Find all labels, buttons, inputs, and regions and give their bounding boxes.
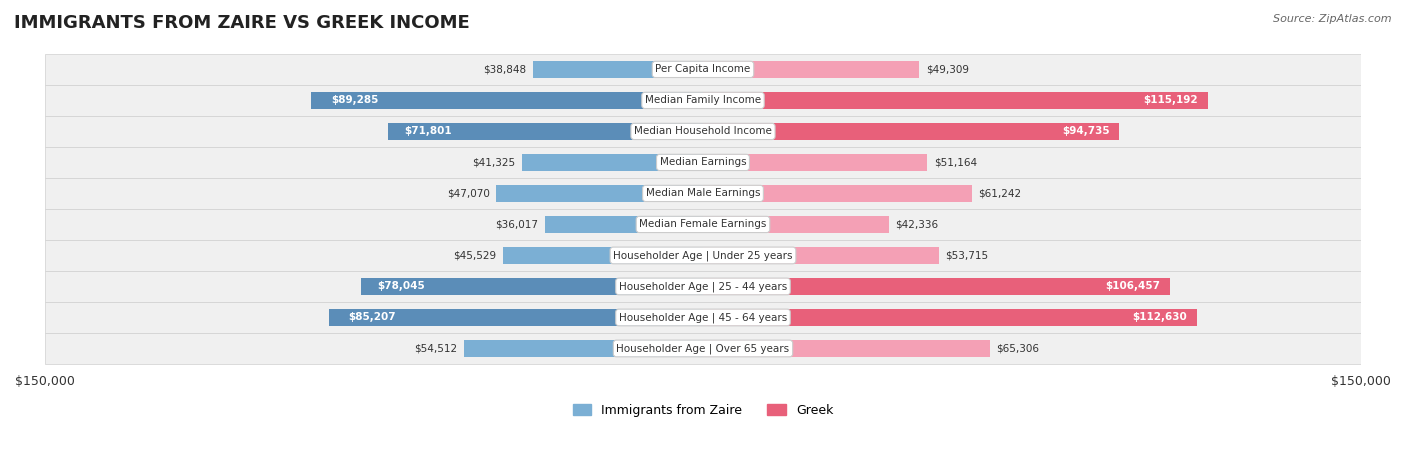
Bar — [45, 178, 1361, 209]
Bar — [45, 85, 1361, 116]
Text: $53,715: $53,715 — [945, 250, 988, 261]
Bar — [45, 147, 1361, 178]
Text: $54,512: $54,512 — [415, 343, 457, 354]
Text: $85,207: $85,207 — [347, 312, 395, 322]
Bar — [703, 340, 990, 357]
Text: $89,285: $89,285 — [330, 95, 378, 106]
Bar — [311, 92, 703, 109]
Text: Median Household Income: Median Household Income — [634, 127, 772, 136]
Text: Householder Age | 45 - 64 years: Householder Age | 45 - 64 years — [619, 312, 787, 323]
Text: Median Earnings: Median Earnings — [659, 157, 747, 168]
Text: $94,735: $94,735 — [1063, 127, 1111, 136]
Bar — [703, 247, 939, 264]
Text: $47,070: $47,070 — [447, 188, 489, 198]
Bar — [45, 240, 1361, 271]
Text: $41,325: $41,325 — [472, 157, 515, 168]
Bar — [45, 333, 1361, 364]
Bar — [522, 154, 703, 171]
Text: $38,848: $38,848 — [482, 64, 526, 74]
Bar — [45, 116, 1361, 147]
Bar — [703, 185, 972, 202]
Bar — [45, 209, 1361, 240]
Text: Median Male Earnings: Median Male Earnings — [645, 188, 761, 198]
Text: $112,630: $112,630 — [1132, 312, 1187, 322]
Bar — [45, 302, 1361, 333]
Text: Householder Age | Under 25 years: Householder Age | Under 25 years — [613, 250, 793, 261]
Bar — [533, 61, 703, 78]
Text: $115,192: $115,192 — [1143, 95, 1198, 106]
Bar — [45, 271, 1361, 302]
Bar — [360, 278, 703, 295]
Bar — [703, 123, 1119, 140]
Bar — [703, 92, 1208, 109]
Text: Median Family Income: Median Family Income — [645, 95, 761, 106]
Bar — [45, 54, 1361, 85]
Bar — [703, 61, 920, 78]
Bar — [496, 185, 703, 202]
Text: $51,164: $51,164 — [934, 157, 977, 168]
Text: Householder Age | 25 - 44 years: Householder Age | 25 - 44 years — [619, 281, 787, 292]
Bar — [546, 216, 703, 233]
Bar — [703, 278, 1170, 295]
Text: $61,242: $61,242 — [979, 188, 1021, 198]
Text: Householder Age | Over 65 years: Householder Age | Over 65 years — [616, 343, 790, 354]
Text: $42,336: $42,336 — [896, 219, 938, 229]
Text: $45,529: $45,529 — [454, 250, 496, 261]
Text: $78,045: $78,045 — [378, 282, 426, 291]
Bar — [703, 309, 1197, 326]
Bar — [703, 154, 928, 171]
Text: $106,457: $106,457 — [1105, 282, 1161, 291]
Text: $36,017: $36,017 — [495, 219, 538, 229]
Bar — [503, 247, 703, 264]
Text: $65,306: $65,306 — [995, 343, 1039, 354]
Bar — [703, 216, 889, 233]
Bar — [388, 123, 703, 140]
Text: Source: ZipAtlas.com: Source: ZipAtlas.com — [1274, 14, 1392, 24]
Text: IMMIGRANTS FROM ZAIRE VS GREEK INCOME: IMMIGRANTS FROM ZAIRE VS GREEK INCOME — [14, 14, 470, 32]
Bar — [464, 340, 703, 357]
Text: $49,309: $49,309 — [927, 64, 969, 74]
Legend: Immigrants from Zaire, Greek: Immigrants from Zaire, Greek — [568, 399, 838, 422]
Text: Median Female Earnings: Median Female Earnings — [640, 219, 766, 229]
Bar — [329, 309, 703, 326]
Text: $71,801: $71,801 — [404, 127, 451, 136]
Text: Per Capita Income: Per Capita Income — [655, 64, 751, 74]
